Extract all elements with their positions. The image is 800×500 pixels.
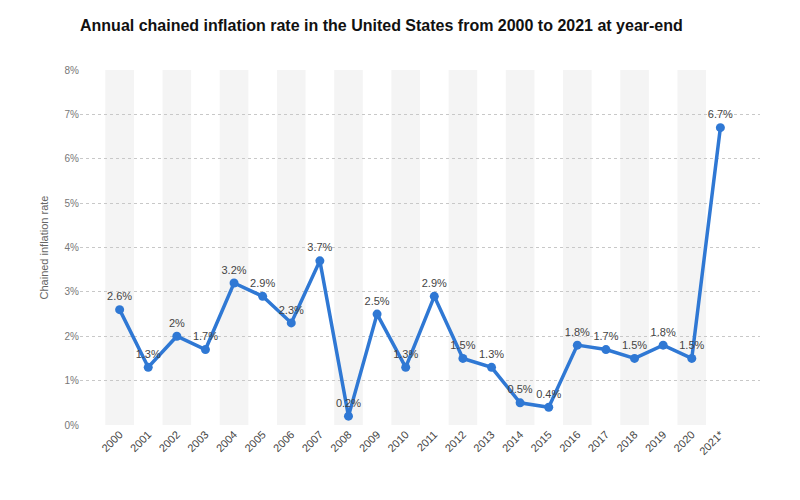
svg-text:1.3%: 1.3% bbox=[136, 348, 161, 360]
svg-text:1.3%: 1.3% bbox=[393, 348, 418, 360]
svg-text:2.3%: 2.3% bbox=[279, 304, 304, 316]
svg-text:2001: 2001 bbox=[128, 428, 154, 454]
svg-text:3.7%: 3.7% bbox=[307, 241, 332, 253]
svg-text:6%: 6% bbox=[65, 153, 80, 164]
svg-text:0%: 0% bbox=[65, 420, 80, 431]
svg-text:2015: 2015 bbox=[528, 428, 554, 454]
svg-text:2003: 2003 bbox=[185, 428, 211, 454]
svg-text:2020: 2020 bbox=[671, 428, 697, 454]
svg-text:Annual chained inflation rate: Annual chained inflation rate in the Uni… bbox=[80, 17, 683, 34]
svg-text:2007: 2007 bbox=[299, 428, 325, 454]
svg-text:1.5%: 1.5% bbox=[450, 339, 475, 351]
svg-text:2002: 2002 bbox=[156, 428, 182, 454]
svg-text:2016: 2016 bbox=[557, 428, 583, 454]
svg-text:2%: 2% bbox=[65, 331, 80, 342]
svg-text:1.7%: 1.7% bbox=[593, 330, 618, 342]
svg-text:2.6%: 2.6% bbox=[107, 290, 132, 302]
svg-text:2.9%: 2.9% bbox=[422, 277, 447, 289]
svg-text:2012: 2012 bbox=[442, 428, 468, 454]
svg-text:2010: 2010 bbox=[385, 428, 411, 454]
svg-text:2006: 2006 bbox=[271, 428, 297, 454]
svg-text:2021*: 2021* bbox=[697, 428, 726, 457]
svg-text:1.8%: 1.8% bbox=[565, 326, 590, 338]
svg-text:2019: 2019 bbox=[643, 428, 669, 454]
svg-text:1.5%: 1.5% bbox=[622, 339, 647, 351]
svg-text:2011: 2011 bbox=[414, 428, 439, 453]
svg-text:2%: 2% bbox=[169, 317, 185, 329]
svg-text:4%: 4% bbox=[65, 242, 80, 253]
svg-text:0.5%: 0.5% bbox=[508, 383, 533, 395]
svg-text:1.3%: 1.3% bbox=[479, 348, 504, 360]
svg-text:1%: 1% bbox=[65, 375, 80, 386]
svg-text:Chained inflation rate: Chained inflation rate bbox=[38, 196, 50, 300]
svg-text:2004: 2004 bbox=[214, 428, 240, 454]
svg-text:8%: 8% bbox=[65, 65, 80, 76]
svg-text:1.7%: 1.7% bbox=[193, 330, 218, 342]
svg-text:1.5%: 1.5% bbox=[679, 339, 704, 351]
svg-text:2008: 2008 bbox=[328, 428, 354, 454]
svg-text:2005: 2005 bbox=[242, 428, 268, 454]
svg-text:0.4%: 0.4% bbox=[536, 388, 561, 400]
svg-text:2014: 2014 bbox=[500, 428, 526, 454]
svg-text:5%: 5% bbox=[65, 198, 80, 209]
svg-text:2009: 2009 bbox=[357, 428, 383, 454]
svg-text:2013: 2013 bbox=[471, 428, 497, 454]
svg-text:3%: 3% bbox=[65, 286, 80, 297]
svg-text:2000: 2000 bbox=[99, 428, 125, 454]
svg-text:2.5%: 2.5% bbox=[365, 295, 390, 307]
svg-text:7%: 7% bbox=[65, 109, 80, 120]
svg-text:1.8%: 1.8% bbox=[651, 326, 676, 338]
svg-text:2017: 2017 bbox=[585, 428, 611, 454]
svg-text:3.2%: 3.2% bbox=[222, 264, 247, 276]
svg-text:0.2%: 0.2% bbox=[336, 397, 361, 409]
svg-text:6.7%: 6.7% bbox=[708, 108, 733, 120]
svg-text:2018: 2018 bbox=[614, 428, 640, 454]
svg-text:2.9%: 2.9% bbox=[250, 277, 275, 289]
